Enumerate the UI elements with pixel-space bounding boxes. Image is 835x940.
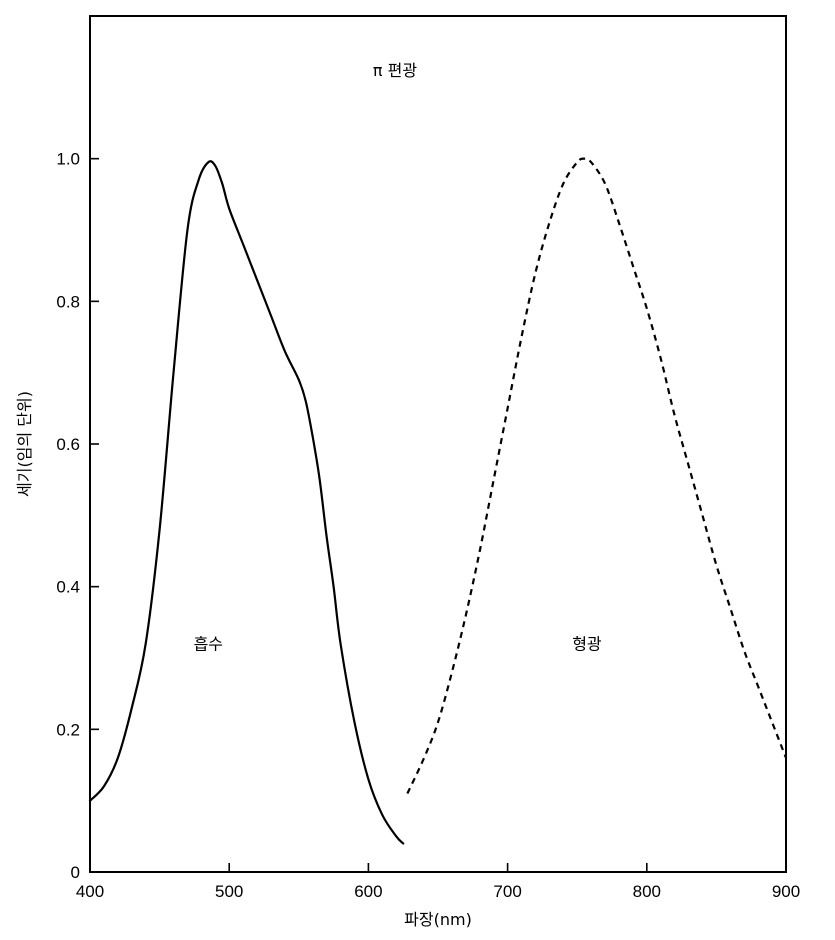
y-axis-title: 세기(임의 단위)	[15, 391, 34, 497]
y-tick-label: 0.6	[56, 435, 80, 454]
y-tick-label: 0.2	[56, 720, 80, 739]
fluorescence-curve	[406, 157, 788, 794]
absorption-label: 흡수	[194, 635, 223, 654]
y-tick-label: 0.8	[56, 292, 80, 311]
y-axis-ticks: 0 0.2 0.4 0.6 0.8 1.0	[56, 150, 99, 882]
x-tick-label: 900	[772, 882, 800, 901]
y-tick-label: 0	[71, 863, 80, 882]
y-tick-label: 0.4	[56, 578, 80, 597]
x-tick-label: 500	[215, 882, 243, 901]
x-tick-label: 700	[493, 882, 521, 901]
absorption-curve	[88, 160, 405, 845]
x-tick-label: 600	[354, 882, 382, 901]
x-tick-label: 400	[76, 882, 104, 901]
x-tick-label: 800	[633, 882, 661, 901]
fluorescence-label: 형광	[572, 635, 602, 654]
x-axis-title: 파장(nm)	[404, 910, 472, 929]
x-axis-ticks: 400 500 600 700 800 900	[76, 863, 800, 901]
annotation-layer: 흡수 형광	[194, 635, 602, 654]
series-layer	[88, 157, 788, 845]
polarization-label: π 편광	[373, 61, 417, 80]
y-tick-label: 1.0	[56, 150, 80, 169]
